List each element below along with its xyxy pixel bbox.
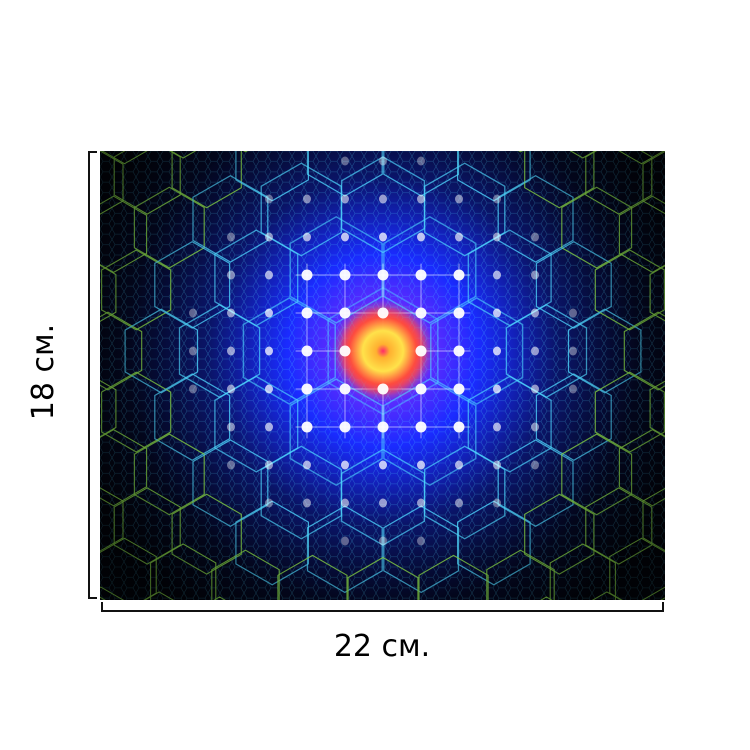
width-dimension-bracket — [101, 602, 664, 612]
height-dimension-label: 18 см. — [26, 323, 61, 421]
width-dimension-label: 22 см. — [333, 629, 431, 664]
artwork-vignette — [100, 151, 665, 600]
height-dimension-bracket — [88, 151, 97, 599]
printed-artwork-image — [100, 151, 665, 600]
